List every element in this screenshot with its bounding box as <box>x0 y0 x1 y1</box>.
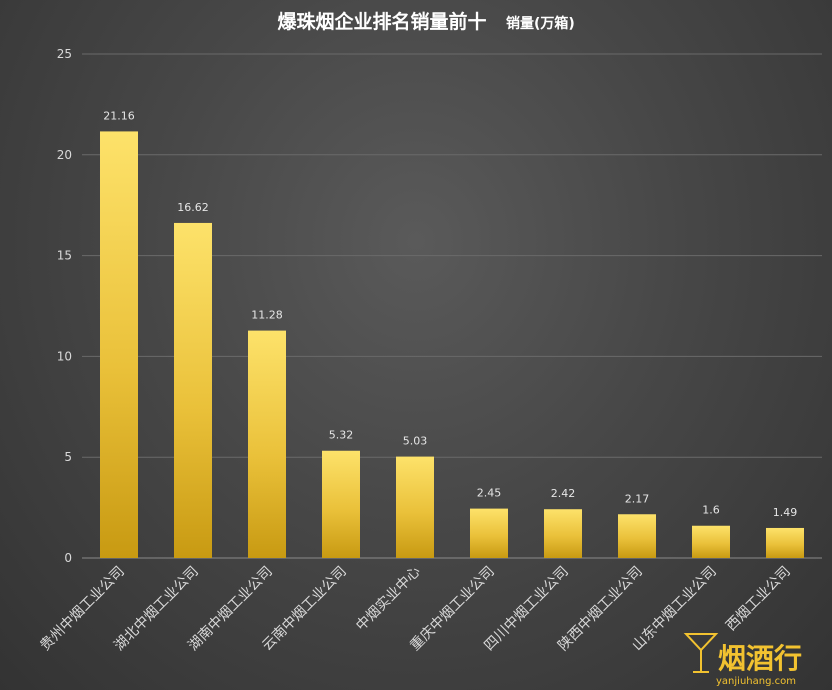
watermark-logo-text: 烟酒行 <box>718 642 802 675</box>
bar <box>470 508 508 558</box>
y-tick-label: 0 <box>64 551 72 565</box>
bar <box>248 330 286 558</box>
bar <box>100 131 138 558</box>
watermark: 烟酒行 yanjiuhang.com <box>683 633 802 687</box>
data-labels: 21.16 16.62 11.28 5.32 5.03 2.45 2.42 2.17 1.6 1.… <box>103 109 797 519</box>
y-tick-label: 10 <box>57 349 72 363</box>
bar <box>618 514 656 558</box>
bar <box>396 456 434 558</box>
chart-unit-label: 销量(万箱) <box>506 15 575 32</box>
x-tick-label: 西烟工业公司 <box>723 564 794 635</box>
data-label: 5.03 <box>403 435 428 448</box>
bar <box>544 509 582 558</box>
bar <box>174 222 212 558</box>
y-axis-ticks: 0 5 10 15 20 25 <box>57 47 72 565</box>
y-tick-label: 25 <box>57 47 72 61</box>
bar <box>692 525 730 558</box>
chart-title: 爆珠烟企业排名销量前十 <box>277 10 486 33</box>
cocktail-glass-icon <box>683 633 719 673</box>
bars <box>100 131 804 558</box>
data-label: 2.45 <box>477 487 502 500</box>
data-label: 2.42 <box>551 487 576 500</box>
data-label: 16.62 <box>177 201 209 214</box>
bar <box>322 450 360 558</box>
watermark-site-text: yanjiuhang.com <box>716 676 796 687</box>
y-tick-label: 20 <box>57 148 72 162</box>
y-tick-label: 15 <box>57 249 72 263</box>
data-label: 5.32 <box>329 429 354 442</box>
data-label: 2.17 <box>625 492 650 505</box>
bar <box>766 527 804 558</box>
x-tick-label: 中烟实业中心 <box>353 564 424 635</box>
y-tick-label: 5 <box>64 450 72 464</box>
data-label: 21.16 <box>103 109 135 122</box>
data-label: 11.28 <box>251 309 283 322</box>
data-label: 1.49 <box>773 506 798 519</box>
data-label: 1.6 <box>702 504 720 517</box>
